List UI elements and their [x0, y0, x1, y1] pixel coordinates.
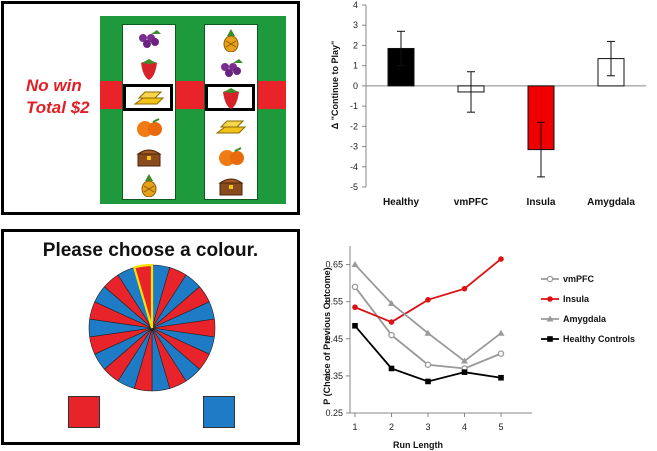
- bar-y-tick-label: 4: [353, 0, 358, 10]
- data-point: [461, 285, 468, 292]
- grapes-icon: [211, 57, 251, 81]
- data-point: [388, 319, 395, 325]
- legend-marker: [546, 315, 554, 322]
- bar-y-tick-label: 3: [353, 20, 358, 30]
- line-x-axis-label: Run Length: [393, 440, 443, 450]
- legend-entry: Insula: [563, 294, 590, 304]
- line-chart: P (Choice of Previous Outcome) Run Lengt…: [322, 246, 635, 450]
- data-point: [461, 357, 468, 364]
- orange-icon: [211, 144, 251, 168]
- data-point: [498, 256, 504, 262]
- bar-category-label: Amygdala: [587, 197, 635, 208]
- bar-y-axis-label: Δ "Continue to Play": [330, 41, 340, 130]
- payline-middle: [175, 81, 204, 109]
- data-point: [497, 350, 505, 357]
- data-point: [424, 361, 432, 369]
- strawberry-icon: [129, 57, 169, 81]
- treasure-chest-icon: [129, 144, 169, 168]
- data-point: [388, 365, 395, 372]
- data-point: [351, 283, 359, 291]
- data-point: [498, 374, 504, 381]
- bar-y-tick-label: -1: [350, 101, 358, 111]
- series-line-amygdala: [354, 263, 502, 363]
- bar-y-tick-label: -2: [350, 121, 358, 131]
- pineapple-icon: [129, 173, 169, 198]
- red-choice-button[interactable]: [68, 396, 100, 428]
- data-point: [388, 331, 395, 339]
- slot-result-label: No win: [26, 76, 82, 95]
- data-point: [352, 304, 358, 311]
- data-point: [388, 300, 395, 307]
- bar-y-tick-label: 1: [353, 61, 358, 71]
- legend-entry: vmPFC: [563, 274, 595, 284]
- line-x-tick-label: 2: [389, 422, 394, 432]
- legend-marker: [546, 275, 554, 283]
- bar-y-tick-label: 0: [353, 81, 358, 91]
- line-y-tick-label: 0.45: [325, 334, 343, 344]
- slot-machine-panel: No win Total $2: [1, 1, 300, 215]
- line-y-tick-label: 0.65: [325, 260, 343, 270]
- line-x-tick-label: 1: [352, 422, 357, 432]
- data-point: [424, 329, 432, 336]
- bar-y-tick-label: -5: [350, 182, 358, 192]
- legend-entry: Amygdala: [563, 314, 607, 324]
- bar-category-label: Healthy: [383, 197, 420, 208]
- colour-wheel-panel: Please choose a colour.: [1, 229, 300, 445]
- bar-category-label: Insula: [527, 197, 556, 208]
- line-x-tick-label: 3: [425, 422, 430, 432]
- payline-left: [100, 81, 122, 109]
- bar-y-tick-label: 2: [353, 40, 358, 50]
- treasure-chest-icon: [211, 173, 251, 197]
- data-point: [351, 261, 359, 268]
- series-line-insula: [354, 258, 502, 324]
- data-point: [425, 378, 431, 385]
- legend-marker: [547, 336, 553, 342]
- wheel-prompt: Please choose a colour.: [42, 240, 259, 261]
- selected-segment-highlight: [132, 263, 154, 329]
- data-point: [461, 369, 468, 375]
- strawberry-icon: [211, 86, 251, 110]
- grapes-icon: [129, 28, 169, 52]
- bar-chart: Δ "Continue to Play" 4 3 2 1 0 -1 -2 -3 -4 -5 Heal…: [330, 0, 646, 208]
- line-x-tick-label: 4: [462, 422, 467, 432]
- legend-entry: Healthy Controls: [563, 334, 635, 344]
- colour-wheel: [88, 263, 216, 392]
- data-point: [425, 297, 431, 303]
- gold-bars-icon: [211, 115, 251, 139]
- line-y-tick-label: 0.55: [325, 297, 343, 307]
- slot-total-label: Total $2: [26, 98, 90, 117]
- blue-choice-button[interactable]: [203, 396, 235, 428]
- gold-bars-icon: [129, 86, 169, 110]
- reel-left: [122, 24, 176, 200]
- line-y-tick-label: 0.35: [325, 371, 343, 381]
- data-point: [352, 322, 358, 329]
- bar-y-tick-label: -4: [350, 162, 358, 172]
- line-y-axis-label: P (Choice of Previous Outcome): [322, 267, 332, 404]
- bar-y-tick-label: -3: [350, 142, 358, 152]
- line-x-tick-label: 5: [498, 422, 503, 432]
- pineapple-icon: [211, 28, 251, 53]
- data-point: [497, 329, 505, 336]
- payline-right: [257, 81, 286, 109]
- reel-right: [204, 24, 258, 200]
- orange-icon: [129, 115, 169, 139]
- bar-category-label: vmPFC: [454, 197, 488, 208]
- legend-marker: [547, 296, 553, 302]
- line-y-tick-label: 0.25: [325, 408, 343, 418]
